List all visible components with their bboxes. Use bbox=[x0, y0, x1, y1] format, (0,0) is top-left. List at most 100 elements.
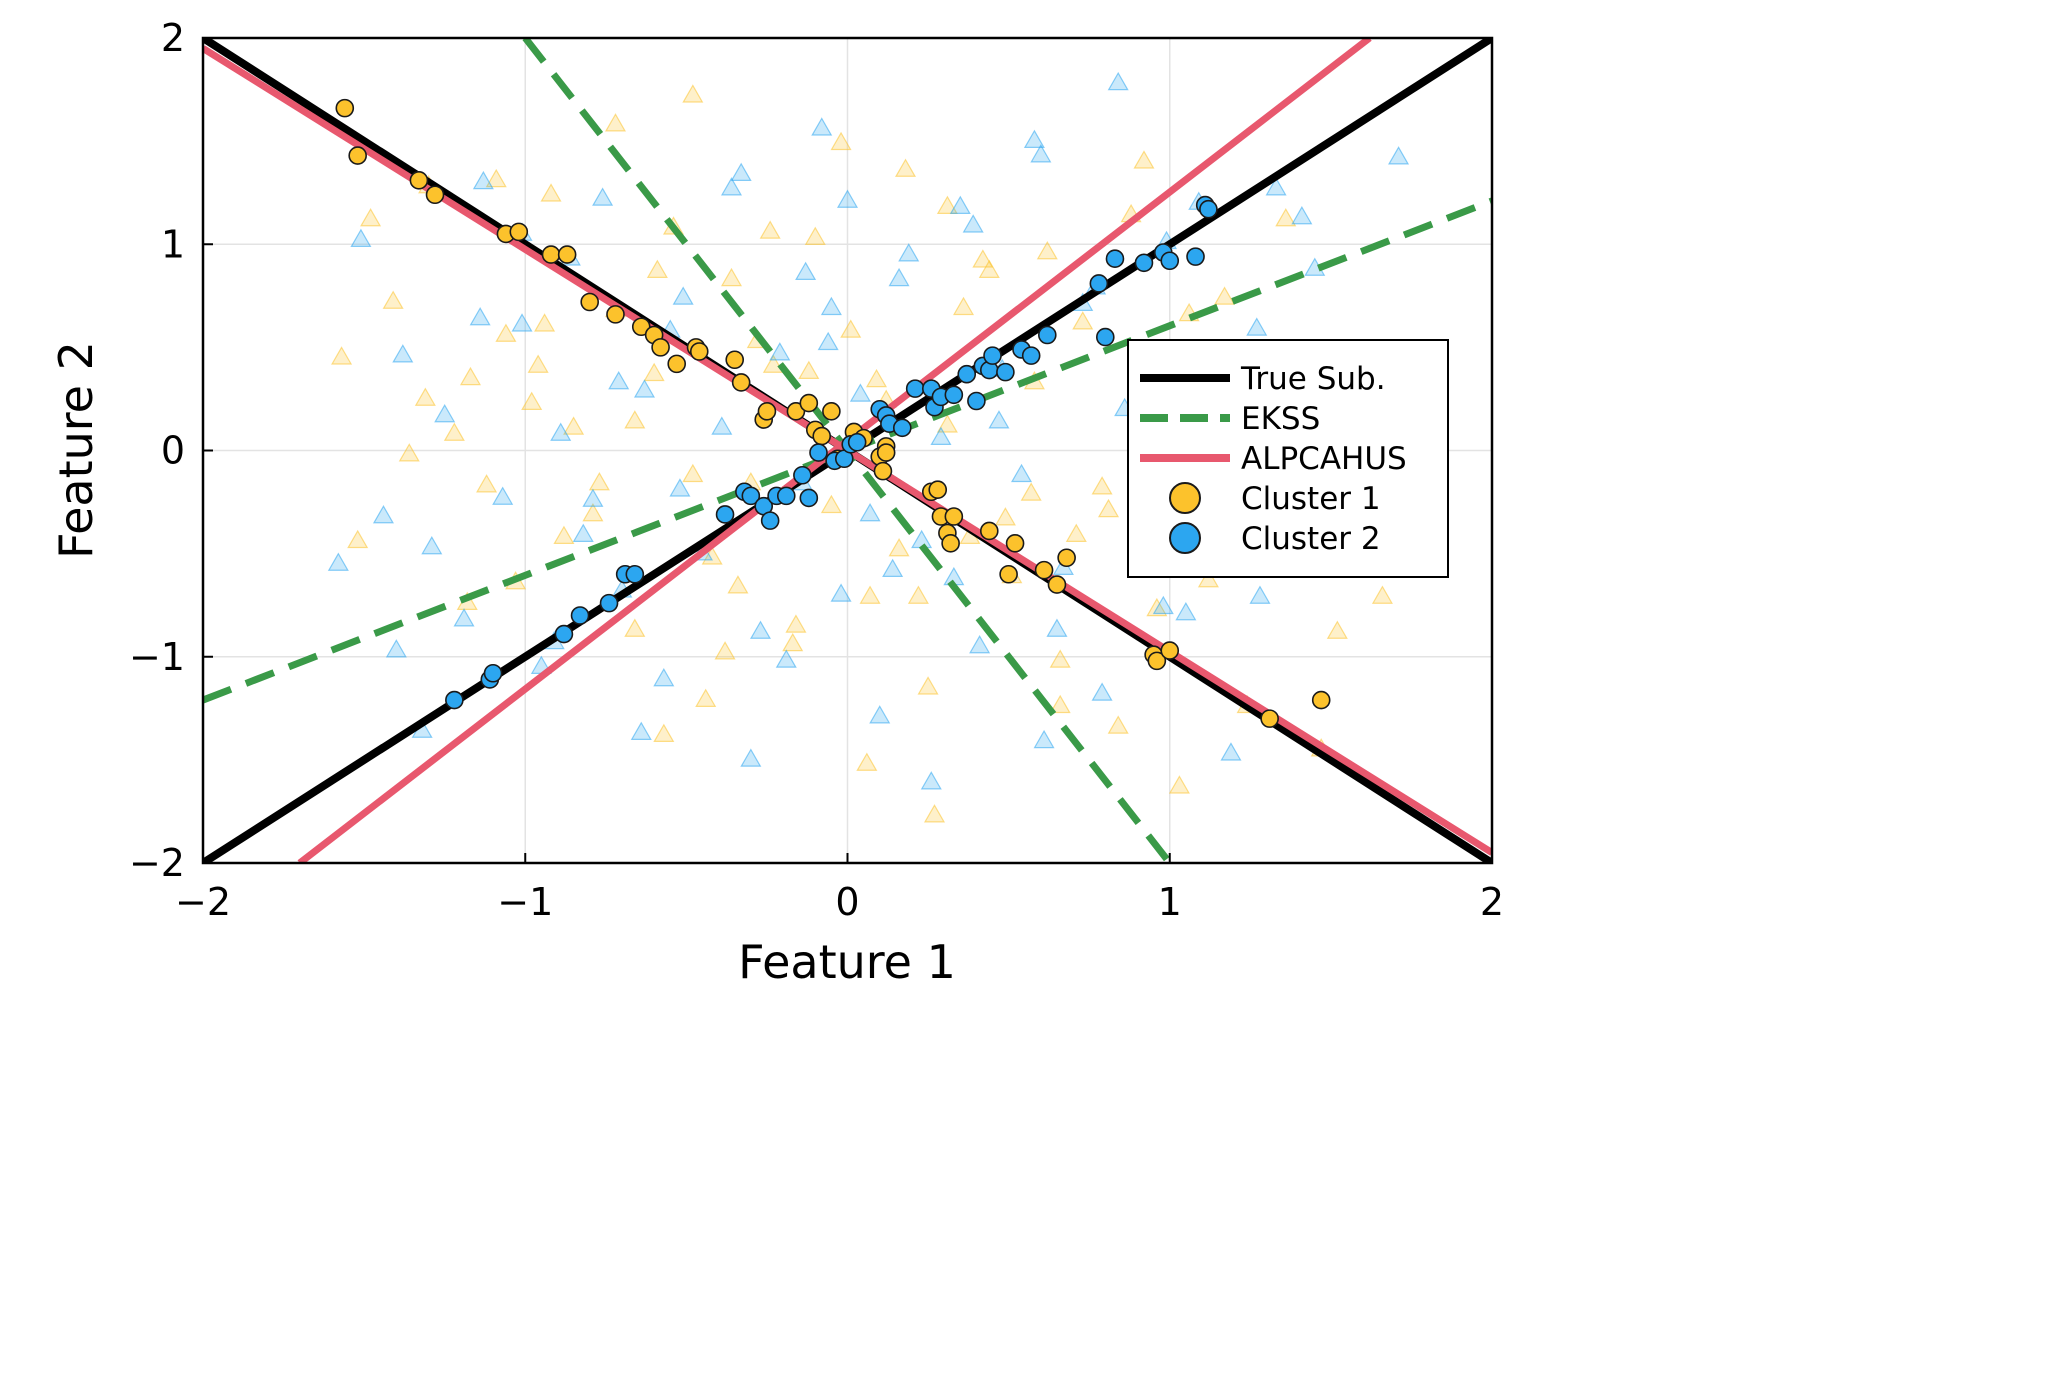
x-tick-label: −1 bbox=[497, 880, 553, 924]
cluster-1-noise-point bbox=[917, 676, 939, 695]
cluster-1-noise-point bbox=[1097, 498, 1120, 518]
cluster-2-point bbox=[776, 486, 796, 506]
cluster-2-noise-point bbox=[1107, 71, 1129, 91]
cluster-1-noise-point bbox=[1072, 311, 1094, 330]
cluster-1-point bbox=[786, 402, 806, 421]
cluster-1-noise-point bbox=[978, 259, 1000, 278]
legend-marker-cluster-2 bbox=[1169, 522, 1201, 554]
cluster-1-noise-point bbox=[1065, 523, 1087, 542]
cluster-1-noise-point bbox=[360, 208, 382, 227]
cluster-1-point bbox=[1057, 548, 1076, 568]
cluster-1-point bbox=[651, 338, 670, 357]
cluster-2-noise-point bbox=[672, 286, 694, 305]
cluster-1-point bbox=[999, 564, 1018, 584]
cluster-points bbox=[335, 98, 1331, 728]
cluster-2-noise-point bbox=[511, 313, 533, 332]
cluster-2-noise-point bbox=[949, 195, 971, 215]
cluster-2-point bbox=[1186, 247, 1205, 266]
cluster-1-noise-point bbox=[994, 507, 1016, 526]
cluster-2-point bbox=[847, 432, 867, 452]
cluster-1-noise-point bbox=[888, 538, 910, 557]
cluster-1-point bbox=[348, 146, 367, 165]
cluster-2-noise-point bbox=[1033, 729, 1055, 749]
cluster-1-point bbox=[812, 426, 832, 446]
cluster-1-noise-point bbox=[540, 183, 562, 202]
cluster-1-noise-point bbox=[865, 368, 888, 388]
cluster-1-noise-point bbox=[804, 226, 826, 245]
cluster-1-noise-point bbox=[495, 323, 517, 342]
cluster-1-noise-point bbox=[331, 346, 353, 365]
legend-label-true-sub: True Sub. bbox=[1240, 361, 1386, 397]
cluster-1-noise-point bbox=[521, 391, 543, 410]
cluster-1-noise-point bbox=[582, 502, 604, 522]
cluster-1-point bbox=[1311, 690, 1331, 710]
cluster-2-noise-point bbox=[775, 649, 797, 668]
cluster-2-point bbox=[799, 488, 819, 508]
cluster-1-noise-point bbox=[534, 313, 556, 332]
cluster-1-noise-point bbox=[894, 158, 917, 177]
cluster-1-noise-point bbox=[759, 220, 781, 239]
legend-label-cluster-2: Cluster 2 bbox=[1241, 521, 1381, 557]
cluster-1-point bbox=[631, 317, 651, 337]
cluster-2-noise-point bbox=[630, 721, 652, 740]
cluster-2-noise-point bbox=[795, 261, 817, 281]
cluster-1-noise-point bbox=[972, 249, 994, 268]
cluster-2-point bbox=[1134, 253, 1154, 273]
cluster-2-noise-point bbox=[720, 177, 743, 196]
legend-label-cluster-1: Cluster 1 bbox=[1241, 481, 1381, 517]
cluster-1-noise-point bbox=[527, 354, 549, 373]
cluster-1-point bbox=[725, 350, 745, 370]
cluster-2-point bbox=[996, 362, 1015, 382]
cluster-1-point bbox=[335, 98, 355, 118]
x-tick-label: −2 bbox=[175, 880, 231, 924]
cluster-2-noise-point bbox=[572, 523, 594, 542]
y-tick-label: −2 bbox=[129, 841, 185, 885]
cluster-2-noise-point bbox=[385, 639, 407, 658]
legend-label-alpcahus: ALPCAHUS bbox=[1241, 441, 1407, 477]
cluster-1-noise-point bbox=[1049, 649, 1071, 668]
cluster-2-noise-point bbox=[988, 410, 1010, 429]
cluster-2-point bbox=[944, 385, 964, 405]
cluster-2-point bbox=[715, 505, 735, 524]
cluster-1-noise-point bbox=[782, 632, 804, 652]
cluster-1-point bbox=[822, 402, 841, 421]
cluster-2-noise-point bbox=[836, 189, 859, 208]
cluster-1-noise-point bbox=[398, 443, 420, 462]
cluster-2-point bbox=[1105, 249, 1125, 268]
cluster-1-noise-point bbox=[695, 688, 717, 707]
cluster-1-point bbox=[580, 292, 600, 312]
cluster-1-point bbox=[876, 443, 896, 462]
cluster-2-point bbox=[445, 690, 464, 710]
cluster-1-noise-point bbox=[1036, 241, 1058, 260]
cluster-1-noise-point bbox=[1049, 694, 1071, 714]
cluster-2-noise-point bbox=[1249, 585, 1271, 604]
cluster-1-point bbox=[425, 185, 445, 205]
cluster-2-noise-point bbox=[820, 296, 842, 316]
cluster-1-noise-point bbox=[563, 416, 585, 435]
cluster-1-noise-point bbox=[624, 410, 646, 429]
cluster-1-noise-point bbox=[476, 474, 498, 493]
cluster-2-point bbox=[793, 465, 812, 485]
cluster-2-noise-point bbox=[608, 370, 630, 390]
cluster-1-noise-point bbox=[1213, 286, 1236, 305]
cluster-2-point bbox=[892, 418, 912, 438]
cluster-1-noise-point bbox=[952, 296, 975, 316]
cluster-2-noise-point bbox=[1023, 129, 1045, 149]
cluster-1-noise-point bbox=[785, 614, 807, 633]
cluster-1-noise-point bbox=[923, 804, 946, 823]
cluster-2-noise-point bbox=[582, 488, 604, 507]
cluster-1-point bbox=[541, 245, 561, 264]
cluster-2-noise-point bbox=[740, 748, 762, 767]
cluster-2-noise-point bbox=[421, 535, 443, 555]
cluster-1-noise-point bbox=[714, 641, 736, 660]
cluster-1-noise-point bbox=[624, 618, 646, 637]
cluster-2-noise-point bbox=[930, 426, 952, 446]
cluster-2-noise-point bbox=[592, 187, 614, 206]
cluster-2-noise-point bbox=[327, 552, 349, 571]
cluster-1-noise-point bbox=[553, 525, 575, 545]
x-axis-label: Feature 1 bbox=[738, 935, 956, 989]
cluster-1-noise-point bbox=[382, 290, 404, 309]
cluster-1-point bbox=[689, 342, 709, 361]
legend-label-ekss: EKSS bbox=[1241, 401, 1320, 437]
cluster-1-point bbox=[731, 373, 751, 392]
